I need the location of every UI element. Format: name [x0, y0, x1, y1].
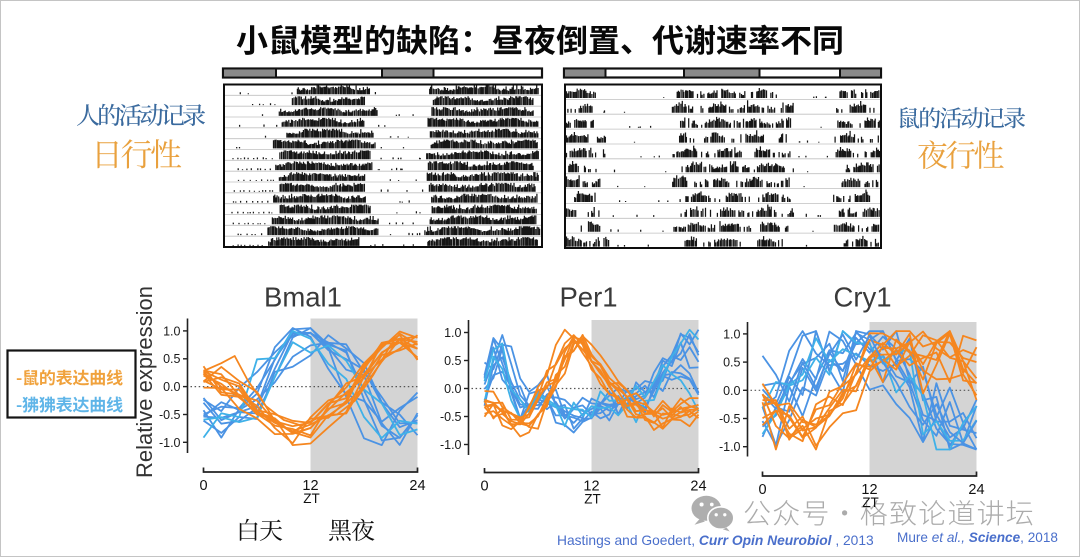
svg-text:0.0: 0.0 — [444, 382, 461, 396]
svg-text:0.0: 0.0 — [163, 380, 180, 394]
svg-text:-0.5: -0.5 — [440, 410, 462, 424]
svg-text:0: 0 — [758, 482, 766, 498]
svg-text:0.0: 0.0 — [723, 384, 740, 398]
svg-text:0.5: 0.5 — [163, 352, 180, 366]
svg-text:Mure et al., Science, 2018: Mure et al., Science, 2018 — [897, 530, 1058, 545]
svg-text:24: 24 — [968, 482, 984, 498]
svg-text:-1.0: -1.0 — [440, 438, 462, 452]
svg-text:ZT: ZT — [862, 495, 879, 510]
svg-text:0: 0 — [199, 478, 207, 494]
svg-text:1.0: 1.0 — [444, 326, 461, 340]
svg-text:Relative expression: Relative expression — [132, 286, 157, 478]
svg-text:12: 12 — [861, 482, 877, 498]
svg-text:12: 12 — [302, 478, 318, 494]
svg-text:ZT: ZT — [303, 491, 320, 506]
svg-text:-0.5: -0.5 — [719, 412, 741, 426]
svg-text:1.0: 1.0 — [723, 327, 740, 341]
svg-text:Bmal1: Bmal1 — [264, 282, 342, 313]
svg-text:-1.0: -1.0 — [159, 436, 181, 450]
svg-text:Cry1: Cry1 — [833, 282, 891, 313]
svg-text:-0.5: -0.5 — [159, 408, 181, 422]
svg-text:-1.0: -1.0 — [719, 440, 741, 454]
svg-text:24: 24 — [690, 479, 706, 495]
svg-text:1.0: 1.0 — [163, 324, 180, 338]
svg-text:ZT: ZT — [584, 492, 601, 507]
svg-text:0.5: 0.5 — [723, 356, 740, 370]
svg-text:0.5: 0.5 — [444, 354, 461, 368]
svg-text:24: 24 — [409, 478, 425, 494]
svg-text:0: 0 — [480, 479, 488, 495]
svg-text:12: 12 — [583, 479, 599, 495]
svg-text:Per1: Per1 — [559, 282, 617, 313]
svg-text:Hastings and Goedert, Curr Opi: Hastings and Goedert, Curr Opin Neurobio… — [557, 533, 874, 548]
